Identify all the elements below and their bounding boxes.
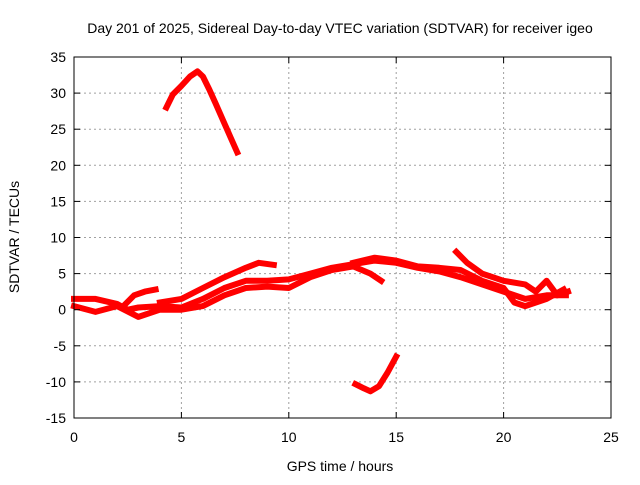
y-tick-label: 30 <box>50 85 66 101</box>
y-tick-label: 0 <box>58 302 66 318</box>
x-tick-label: 15 <box>388 429 404 445</box>
series-track-b <box>156 259 278 306</box>
y-tick-label: -10 <box>46 374 66 390</box>
series-track-d <box>349 254 568 310</box>
x-tick-label: 5 <box>178 429 186 445</box>
chart-title: Day 201 of 2025, Sidereal Day-to-day VTE… <box>87 20 593 36</box>
series-track-a <box>71 257 569 313</box>
series-arc-high <box>162 68 242 157</box>
y-tick-label: 25 <box>50 121 66 137</box>
series-track-c <box>70 263 386 320</box>
x-tick-label: 25 <box>603 429 619 445</box>
y-tick-label: 20 <box>50 157 66 173</box>
grid <box>74 57 611 418</box>
y-tick-label: -5 <box>54 338 67 354</box>
x-axis-label: GPS time / hours <box>287 458 394 474</box>
x-tick-label: 20 <box>496 429 512 445</box>
x-tick-label: 10 <box>281 429 297 445</box>
x-tick-label: 0 <box>70 429 78 445</box>
ticks: 0 5 10 15 20 25 -15 -10 -5 0 5 10 15 20 25 30 35 <box>46 49 619 445</box>
series-track-f <box>119 285 160 311</box>
y-tick-label: -15 <box>46 410 66 426</box>
y-tick-label: 5 <box>58 266 66 282</box>
series-arc-low <box>351 352 401 395</box>
y-tick-label: 10 <box>50 230 66 246</box>
series-group <box>70 68 572 395</box>
series-track-e <box>452 247 572 299</box>
y-tick-label: 35 <box>50 49 66 65</box>
y-axis-label: SDTVAR / TECUs <box>6 181 22 293</box>
y-tick-label: 15 <box>50 193 66 209</box>
